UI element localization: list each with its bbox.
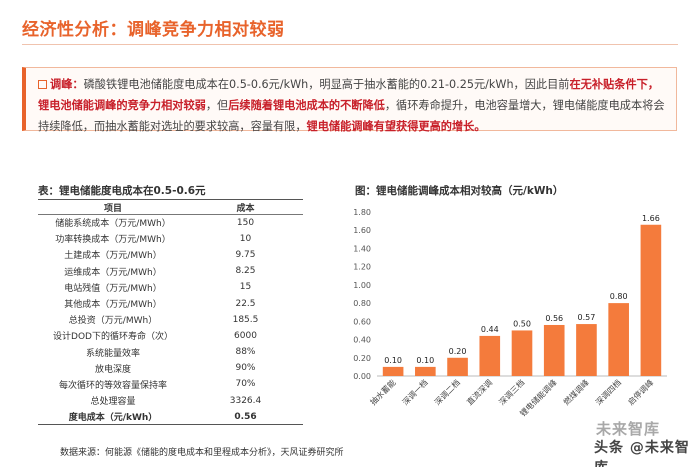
y-tick-label: 1.20 (353, 263, 371, 272)
summary-segment: ，但 (205, 99, 229, 112)
table-row: 系统能量效率 88% (38, 344, 303, 360)
summary-highlight: 锂电储能调峰有望获得更高的增长。 (306, 120, 486, 133)
table-cell-item: 功率转换成本（万元/MWh） (55, 235, 171, 246)
table-cell-cost: 88% (235, 347, 256, 358)
y-tick-label: 1.00 (353, 281, 371, 290)
x-tick-label: 直流深调 (464, 377, 494, 407)
table-cell-cost: 15 (239, 282, 252, 293)
chart-title: 图：锂电储能调峰成本相对较高（元/kWh） (355, 185, 564, 197)
table-cell-item: 度电成本（元/kWh） (38, 408, 188, 426)
data-label: 0.10 (384, 356, 402, 365)
table-row: 设计DOD下的循环寿命（次） 6000 (38, 328, 303, 344)
bar (415, 366, 436, 376)
table-cell-item: 总处理容量 (90, 397, 136, 408)
table-cell-cost: 22.5 (235, 298, 256, 309)
table-row: 度电成本（元/kWh） 0.56 (38, 408, 303, 426)
x-tick-label: 抽水蓄能 (368, 377, 398, 407)
table-header-cost: 成本 (188, 199, 303, 215)
watermark-logo: 未来智库 (596, 420, 661, 438)
x-tick-label: 深调三档 (497, 377, 527, 407)
table-cell-item: 总投资（万元/MWh） (68, 316, 158, 327)
table-row: 土建成本（万元/MWh） 9.75 (38, 247, 303, 263)
y-tick-label: 0.60 (353, 317, 371, 326)
bullet-square-icon (38, 80, 47, 89)
bar (576, 324, 597, 376)
data-source-note: 数据来源：何能源《储能的度电成本和里程成本分析》，天风证券研究所 (60, 448, 344, 458)
title-divider (22, 44, 678, 45)
table-cell-item: 运维成本（万元/MWh） (64, 267, 162, 278)
table-title: 表：锂电储能度电成本在0.5-0.6元 (38, 185, 206, 197)
bar (640, 224, 662, 376)
data-label: 0.10 (416, 356, 434, 365)
summary-lead: 调峰： (50, 78, 84, 91)
x-tick-label: 深调一档 (400, 377, 430, 407)
table-cell-item: 土建成本（万元/MWh） (64, 251, 162, 262)
table-cell-cost: 8.25 (235, 266, 256, 277)
summary-body: 磷酸铁锂电池储能度电成本在0.5-0.6元/kWh，明显高于抽水蓄能的0.21-… (38, 78, 665, 133)
y-tick-label: 0.20 (353, 354, 371, 363)
table-row: 总投资（万元/MWh） 185.5 (38, 312, 303, 328)
table-cell-item: 放电深度 (94, 364, 131, 375)
bar (382, 366, 404, 376)
y-tick-label: 1.80 (353, 208, 371, 217)
data-label: 0.44 (481, 325, 499, 334)
data-label: 0.20 (449, 347, 467, 356)
summary-text: 调峰：磷酸铁锂电池储能度电成本在0.5-0.6元/kWh，明显高于抽水蓄能的0.… (38, 74, 666, 137)
table-row: 其他成本（万元/MWh） 22.5 (38, 295, 303, 311)
table-cell-item: 其他成本（万元/MWh） (64, 300, 162, 311)
summary-highlight: 在无补贴条件下，锂电池储能调峰的竞争力相对较弱 (38, 78, 659, 112)
table-cell-cost: 150 (236, 217, 255, 228)
table-header-item: 项目 (38, 199, 188, 215)
cost-table: 项目 成本 储能系统成本（万元/MWh） 150 功率转换成本（万元/MWh） 10 土… (38, 199, 303, 426)
summary-segment: ，循环寿命提升，电池容量增大，锂电储能度电成本将会持续降低，而抽水蓄能对选址的要… (38, 99, 665, 133)
bar (543, 324, 565, 376)
data-label: 0.56 (545, 314, 563, 323)
table-cell-item: 每次循环的等效容量保持率 (58, 380, 167, 391)
page-title: 经济性分析：调峰竞争力相对较弱 (22, 20, 285, 40)
table-cell-item: 储能系统成本（万元/MWh） (55, 219, 171, 230)
y-tick-label: 0.00 (353, 372, 371, 381)
table-cell-cost: 9.75 (235, 249, 256, 260)
table-row: 总处理容量 3326.4 (38, 393, 303, 409)
table-row: 每次循环的等效容量保持率 70% (38, 376, 303, 392)
table-cell-cost: 10 (239, 233, 252, 244)
cost-bar-chart: 0.00 0.20 0.40 0.60 0.80 1.00 1.20 1.40 1.60 1.80… (353, 208, 667, 418)
table-cell-item: 设计DOD下的循环寿命（次） (53, 332, 173, 343)
watermark-caption: 头条 @未来智库 (590, 437, 700, 467)
summary-highlight: 后续随着锂电池成本的不断降低 (228, 99, 385, 112)
table-cell-cost: 70% (235, 379, 256, 390)
bar (608, 303, 629, 376)
table-cell-cost: 6000 (234, 330, 257, 341)
table-cell-item: 系统能量效率 (85, 348, 140, 359)
table-cell-item: 电站残值（万元/MWh） (64, 283, 162, 294)
y-tick-label: 0.40 (353, 336, 371, 345)
table-header-row: 项目 成本 (38, 199, 303, 215)
table-body: 储能系统成本（万元/MWh） 150 功率转换成本（万元/MWh） 10 土建成本（万元… (38, 215, 303, 426)
x-tick-label: 燃煤调峰 (561, 377, 591, 407)
bar (479, 335, 501, 376)
summary-callout: 调峰：磷酸铁锂电池储能度电成本在0.5-0.6元/kWh，明显高于抽水蓄能的0.… (22, 67, 677, 133)
y-tick-label: 1.60 (353, 226, 371, 235)
summary-segment: 磷酸铁锂电池储能度电成本在0.5-0.6元/kWh，明显高于抽水蓄能的0.21-… (83, 78, 570, 91)
table-cell-cost: 185.5 (232, 314, 259, 325)
data-label: 0.80 (610, 292, 628, 301)
data-label: 0.50 (513, 319, 531, 328)
x-tick-label: 深调二档 (432, 377, 462, 407)
x-tick-label: 启停调峰 (626, 377, 656, 407)
table-cell-cost: 0.56 (188, 408, 303, 426)
table-cell-cost: 90% (235, 363, 256, 374)
data-label: 0.57 (578, 313, 596, 322)
bar (511, 330, 533, 376)
bar (447, 357, 468, 376)
table-row: 电站残值（万元/MWh） 15 (38, 279, 303, 295)
table-cell-cost: 3326.4 (229, 395, 262, 406)
x-tick-label: 深调四档 (593, 377, 623, 407)
data-label: 1.66 (642, 214, 660, 223)
y-tick-label: 0.80 (353, 299, 371, 308)
y-tick-label: 1.40 (353, 244, 371, 253)
table-row: 储能系统成本（万元/MWh） 150 (38, 215, 303, 231)
table-row: 放电深度 90% (38, 360, 303, 376)
table-row: 功率转换成本（万元/MWh） 10 (38, 231, 303, 247)
table-row: 运维成本（万元/MWh） 8.25 (38, 263, 303, 279)
